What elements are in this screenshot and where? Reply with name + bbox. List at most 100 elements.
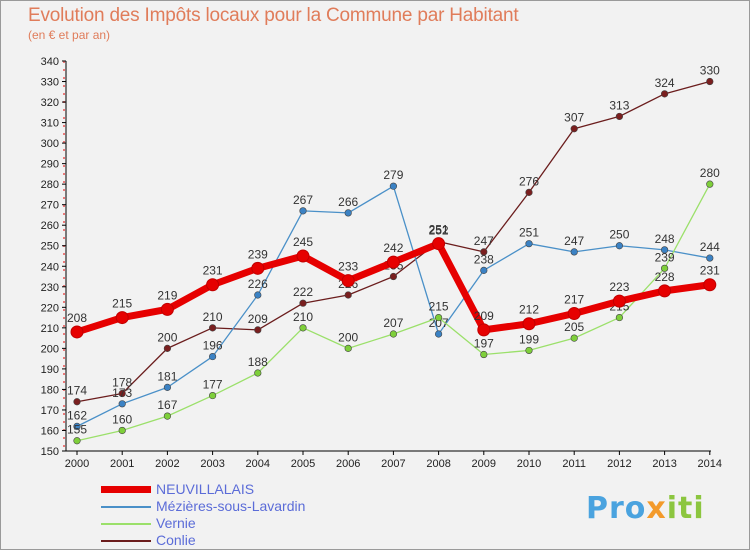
data-label-m-zi-res-sous-lavardin: 181 <box>157 369 177 383</box>
data-label-vernie: 160 <box>112 412 132 426</box>
x-tick-label: 2012 <box>607 458 631 470</box>
data-point-neuvillalais <box>206 278 220 292</box>
data-point-vernie <box>73 437 81 445</box>
data-label-conlie: 210 <box>203 310 223 324</box>
data-label-m-zi-res-sous-lavardin: 247 <box>564 234 584 248</box>
data-label-conlie: 276 <box>519 174 539 188</box>
legend-swatch-conlie <box>101 540 151 542</box>
x-tick-label: 2005 <box>291 458 315 470</box>
data-point-vernie <box>660 264 669 272</box>
y-tick-label: 150 <box>41 446 59 458</box>
data-point-neuvillalais <box>386 255 400 269</box>
data-point-vernie <box>480 350 488 359</box>
data-point-vernie <box>254 369 262 377</box>
x-tick-label: 2006 <box>336 458 360 470</box>
data-label-m-zi-res-sous-lavardin: 248 <box>655 232 675 246</box>
y-tick-label: 330 <box>41 77 59 89</box>
data-point-m-zi-res-sous-lavardin <box>344 209 352 217</box>
data-label-conlie: 307 <box>564 111 584 125</box>
data-label-neuvillalais: 219 <box>157 288 177 302</box>
data-point-conlie <box>118 389 126 398</box>
data-label-conlie: 209 <box>248 312 268 326</box>
x-tick-label: 2002 <box>155 458 179 470</box>
data-label-vernie: 280 <box>700 166 720 180</box>
data-label-vernie: 239 <box>655 250 675 264</box>
x-tick-label: 2009 <box>472 458 496 470</box>
logo-part-3: iti <box>666 491 705 526</box>
x-tick-label: 2004 <box>246 458 270 470</box>
data-point-m-zi-res-sous-lavardin <box>299 207 307 215</box>
data-point-vernie <box>570 334 578 342</box>
data-point-m-zi-res-sous-lavardin <box>615 242 624 250</box>
x-tick-label: 2003 <box>200 458 224 470</box>
data-point-neuvillalais <box>432 237 446 251</box>
data-label-m-zi-res-sous-lavardin: 267 <box>293 193 313 207</box>
data-label-vernie: 200 <box>338 330 358 344</box>
legend-swatch-vernie <box>101 523 151 525</box>
data-point-vernie <box>163 412 171 420</box>
data-label-conlie: 330 <box>700 64 720 78</box>
data-point-m-zi-res-sous-lavardin <box>73 422 81 430</box>
data-label-m-zi-res-sous-lavardin: 266 <box>338 195 358 209</box>
data-point-m-zi-res-sous-lavardin <box>118 400 126 408</box>
y-tick-label: 300 <box>41 138 59 150</box>
chart-subtitle: (en € et par an) <box>28 28 111 42</box>
x-tick-label: 2008 <box>426 458 450 470</box>
data-label-m-zi-res-sous-lavardin: 244 <box>700 240 720 254</box>
x-tick-label: 2010 <box>517 458 541 470</box>
data-point-neuvillalais <box>70 325 84 339</box>
data-label-neuvillalais: 212 <box>519 303 539 317</box>
data-point-conlie <box>389 272 398 281</box>
data-label-neuvillalais: 231 <box>700 264 720 278</box>
data-point-neuvillalais <box>522 317 536 331</box>
x-tick-label: 2007 <box>381 458 405 470</box>
data-label-neuvillalais: 242 <box>383 241 403 255</box>
data-point-neuvillalais <box>160 302 174 316</box>
data-point-neuvillalais <box>296 249 310 263</box>
y-tick-label: 180 <box>41 384 59 396</box>
data-point-conlie <box>480 248 488 256</box>
x-tick-label: 2013 <box>652 458 676 470</box>
data-label-m-zi-res-sous-lavardin: 162 <box>67 408 87 422</box>
data-label-conlie: 178 <box>112 376 132 390</box>
data-point-conlie <box>163 344 171 352</box>
y-tick-label: 240 <box>41 261 59 273</box>
data-point-vernie <box>118 426 126 435</box>
data-label-neuvillalais: 233 <box>338 260 358 274</box>
data-label-conlie: 200 <box>157 330 177 344</box>
data-point-conlie <box>706 77 714 86</box>
data-point-conlie <box>615 112 624 121</box>
y-tick-label: 260 <box>41 220 59 232</box>
data-point-vernie <box>525 346 533 355</box>
data-point-m-zi-res-sous-lavardin <box>706 254 714 262</box>
data-point-vernie <box>209 391 217 400</box>
data-point-conlie <box>73 398 81 406</box>
data-point-conlie <box>525 188 533 196</box>
data-label-conlie: 324 <box>655 76 675 90</box>
data-point-m-zi-res-sous-lavardin <box>660 246 669 254</box>
proxiti-logo: Proxiti <box>586 491 705 526</box>
y-tick-label: 170 <box>41 405 59 417</box>
y-tick-label: 280 <box>41 179 59 191</box>
data-point-neuvillalais <box>703 278 717 292</box>
data-label-vernie: 155 <box>67 423 87 437</box>
y-tick-label: 250 <box>41 241 59 253</box>
data-point-m-zi-res-sous-lavardin <box>163 383 171 391</box>
data-label-vernie: 210 <box>293 310 313 324</box>
data-label-conlie: 252 <box>429 224 449 238</box>
data-point-neuvillalais <box>251 261 265 275</box>
data-label-neuvillalais: 209 <box>474 309 494 323</box>
data-label-neuvillalais: 245 <box>293 235 313 249</box>
data-label-m-zi-res-sous-lavardin: 279 <box>383 168 403 182</box>
x-tick-label: 2011 <box>562 458 586 470</box>
data-label-conlie: 247 <box>474 234 494 248</box>
x-tick-label: 2000 <box>65 458 89 470</box>
data-point-neuvillalais <box>477 323 491 337</box>
data-point-neuvillalais <box>341 274 355 288</box>
data-point-vernie <box>299 324 307 332</box>
legend-swatch-mezieres <box>101 506 151 508</box>
data-label-m-zi-res-sous-lavardin: 226 <box>248 277 268 291</box>
y-tick-label: 160 <box>41 425 59 437</box>
